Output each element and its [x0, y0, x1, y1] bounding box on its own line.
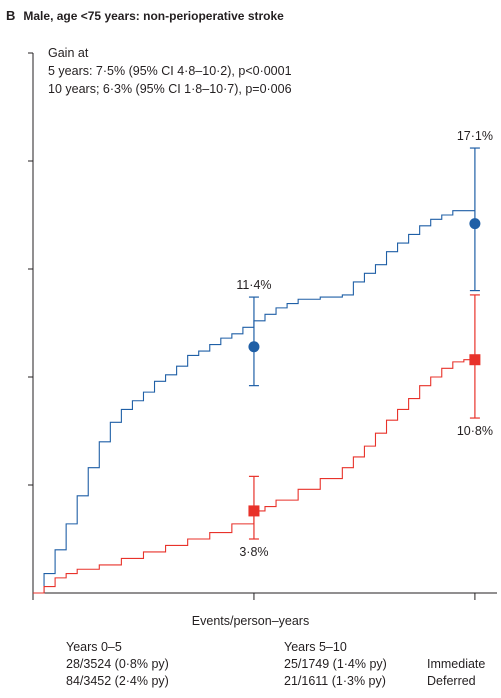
period-header-0-5: Years 0–5 — [66, 640, 122, 654]
immediate-5y-point — [248, 341, 260, 353]
period-header-5-10: Years 5–10 — [284, 640, 347, 654]
deferred-5y-point — [248, 505, 260, 517]
gain-heading: Gain at — [48, 46, 89, 60]
markers: 11·4% 17·1% 3·8% 10·8% — [236, 129, 493, 559]
panel-title: B Male, age <75 years: non-perioperative … — [6, 8, 284, 23]
axes — [28, 52, 497, 600]
gain-annotation: Gain at 5 years: 7·5% (95% CI 4·8–10·2),… — [48, 44, 292, 98]
immediate-group-label: Immediate — [427, 657, 486, 671]
deferred-10y-point — [469, 354, 481, 366]
curves — [33, 210, 475, 594]
immediate-years-5-10: 25/1749 (1·4% py) — [284, 657, 387, 671]
x-axis-label: Events/person–years — [191, 614, 310, 628]
deferred-years-5-10: 21/1611 (1·3% py) — [284, 674, 386, 688]
immediate-5y-label: 11·4% — [236, 278, 271, 292]
deferred-curve — [33, 359, 475, 594]
cumulative-incidence-chart: 11·4% 17·1% 3·8% 10·8% — [28, 52, 497, 600]
immediate-curve — [33, 210, 475, 594]
gain-5-years: 5 years: 7·5% (95% CI 4·8–10·2), p<0·000… — [48, 64, 292, 78]
deferred-years-0-5: 84/3452 (2·4% py) — [66, 674, 169, 688]
deferred-10y-label: 10·8% — [457, 424, 493, 438]
events-table: Years 0–5 Years 5–10 28/3524 (0·8% py) 2… — [0, 640, 501, 698]
deferred-5y-label: 3·8% — [239, 545, 268, 559]
gain-10-years: 10 years; 6·3% (95% CI 1·8–10·7), p=0·00… — [48, 82, 292, 96]
deferred-group-label: Deferred — [427, 674, 476, 688]
panel-letter: B — [6, 8, 16, 23]
panel-title-text: Male, age <75 years: non-perioperative s… — [23, 9, 284, 23]
immediate-years-0-5: 28/3524 (0·8% py) — [66, 657, 169, 671]
immediate-10y-point — [469, 218, 481, 230]
immediate-10y-label: 17·1% — [457, 129, 493, 143]
